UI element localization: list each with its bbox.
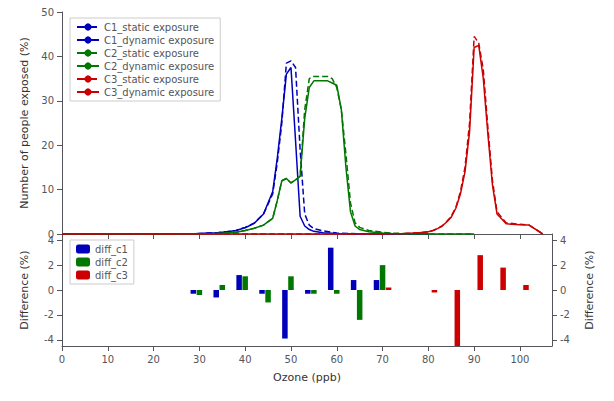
svg-text:40: 40 — [41, 51, 54, 62]
svg-text:4: 4 — [48, 235, 54, 246]
svg-text:100: 100 — [510, 354, 529, 365]
svg-text:80: 80 — [422, 354, 435, 365]
svg-text:-4: -4 — [44, 334, 54, 345]
svg-text:50: 50 — [41, 7, 54, 18]
svg-text:10: 10 — [101, 354, 114, 365]
svg-text:C1_dynamic exposure: C1_dynamic exposure — [104, 35, 214, 47]
svg-text:0: 0 — [48, 285, 54, 296]
svg-text:30: 30 — [193, 354, 206, 365]
svg-text:30: 30 — [41, 95, 54, 106]
svg-text:0: 0 — [560, 285, 566, 296]
svg-text:Difference (%): Difference (%) — [18, 250, 31, 329]
svg-text:-2: -2 — [560, 309, 570, 320]
svg-text:4: 4 — [560, 235, 566, 246]
svg-text:90: 90 — [468, 354, 481, 365]
svg-text:C3_static exposure: C3_static exposure — [104, 74, 199, 86]
svg-text:20: 20 — [147, 354, 160, 365]
svg-text:C3_dynamic exposure: C3_dynamic exposure — [104, 87, 214, 99]
svg-text:2: 2 — [48, 260, 54, 271]
svg-text:0: 0 — [59, 354, 65, 365]
svg-text:70: 70 — [376, 354, 389, 365]
svg-text:C2_static exposure: C2_static exposure — [104, 48, 199, 60]
svg-text:-2: -2 — [44, 309, 54, 320]
svg-text:C1_static exposure: C1_static exposure — [104, 22, 199, 34]
svg-text:diff_c2: diff_c2 — [95, 257, 128, 269]
svg-text:-4: -4 — [560, 334, 570, 345]
svg-text:Difference (%): Difference (%) — [583, 250, 596, 329]
svg-text:2: 2 — [560, 260, 566, 271]
svg-text:Number of people exposed (%): Number of people exposed (%) — [18, 37, 31, 208]
svg-text:diff_c1: diff_c1 — [95, 244, 128, 256]
svg-text:Ozone (ppb): Ozone (ppb) — [273, 371, 341, 384]
svg-text:diff_c3: diff_c3 — [95, 270, 128, 282]
svg-text:20: 20 — [41, 140, 54, 151]
svg-text:C2_dynamic exposure: C2_dynamic exposure — [104, 61, 214, 73]
svg-text:60: 60 — [330, 354, 343, 365]
svg-text:40: 40 — [239, 354, 252, 365]
svg-text:10: 10 — [41, 184, 54, 195]
svg-text:50: 50 — [285, 354, 298, 365]
